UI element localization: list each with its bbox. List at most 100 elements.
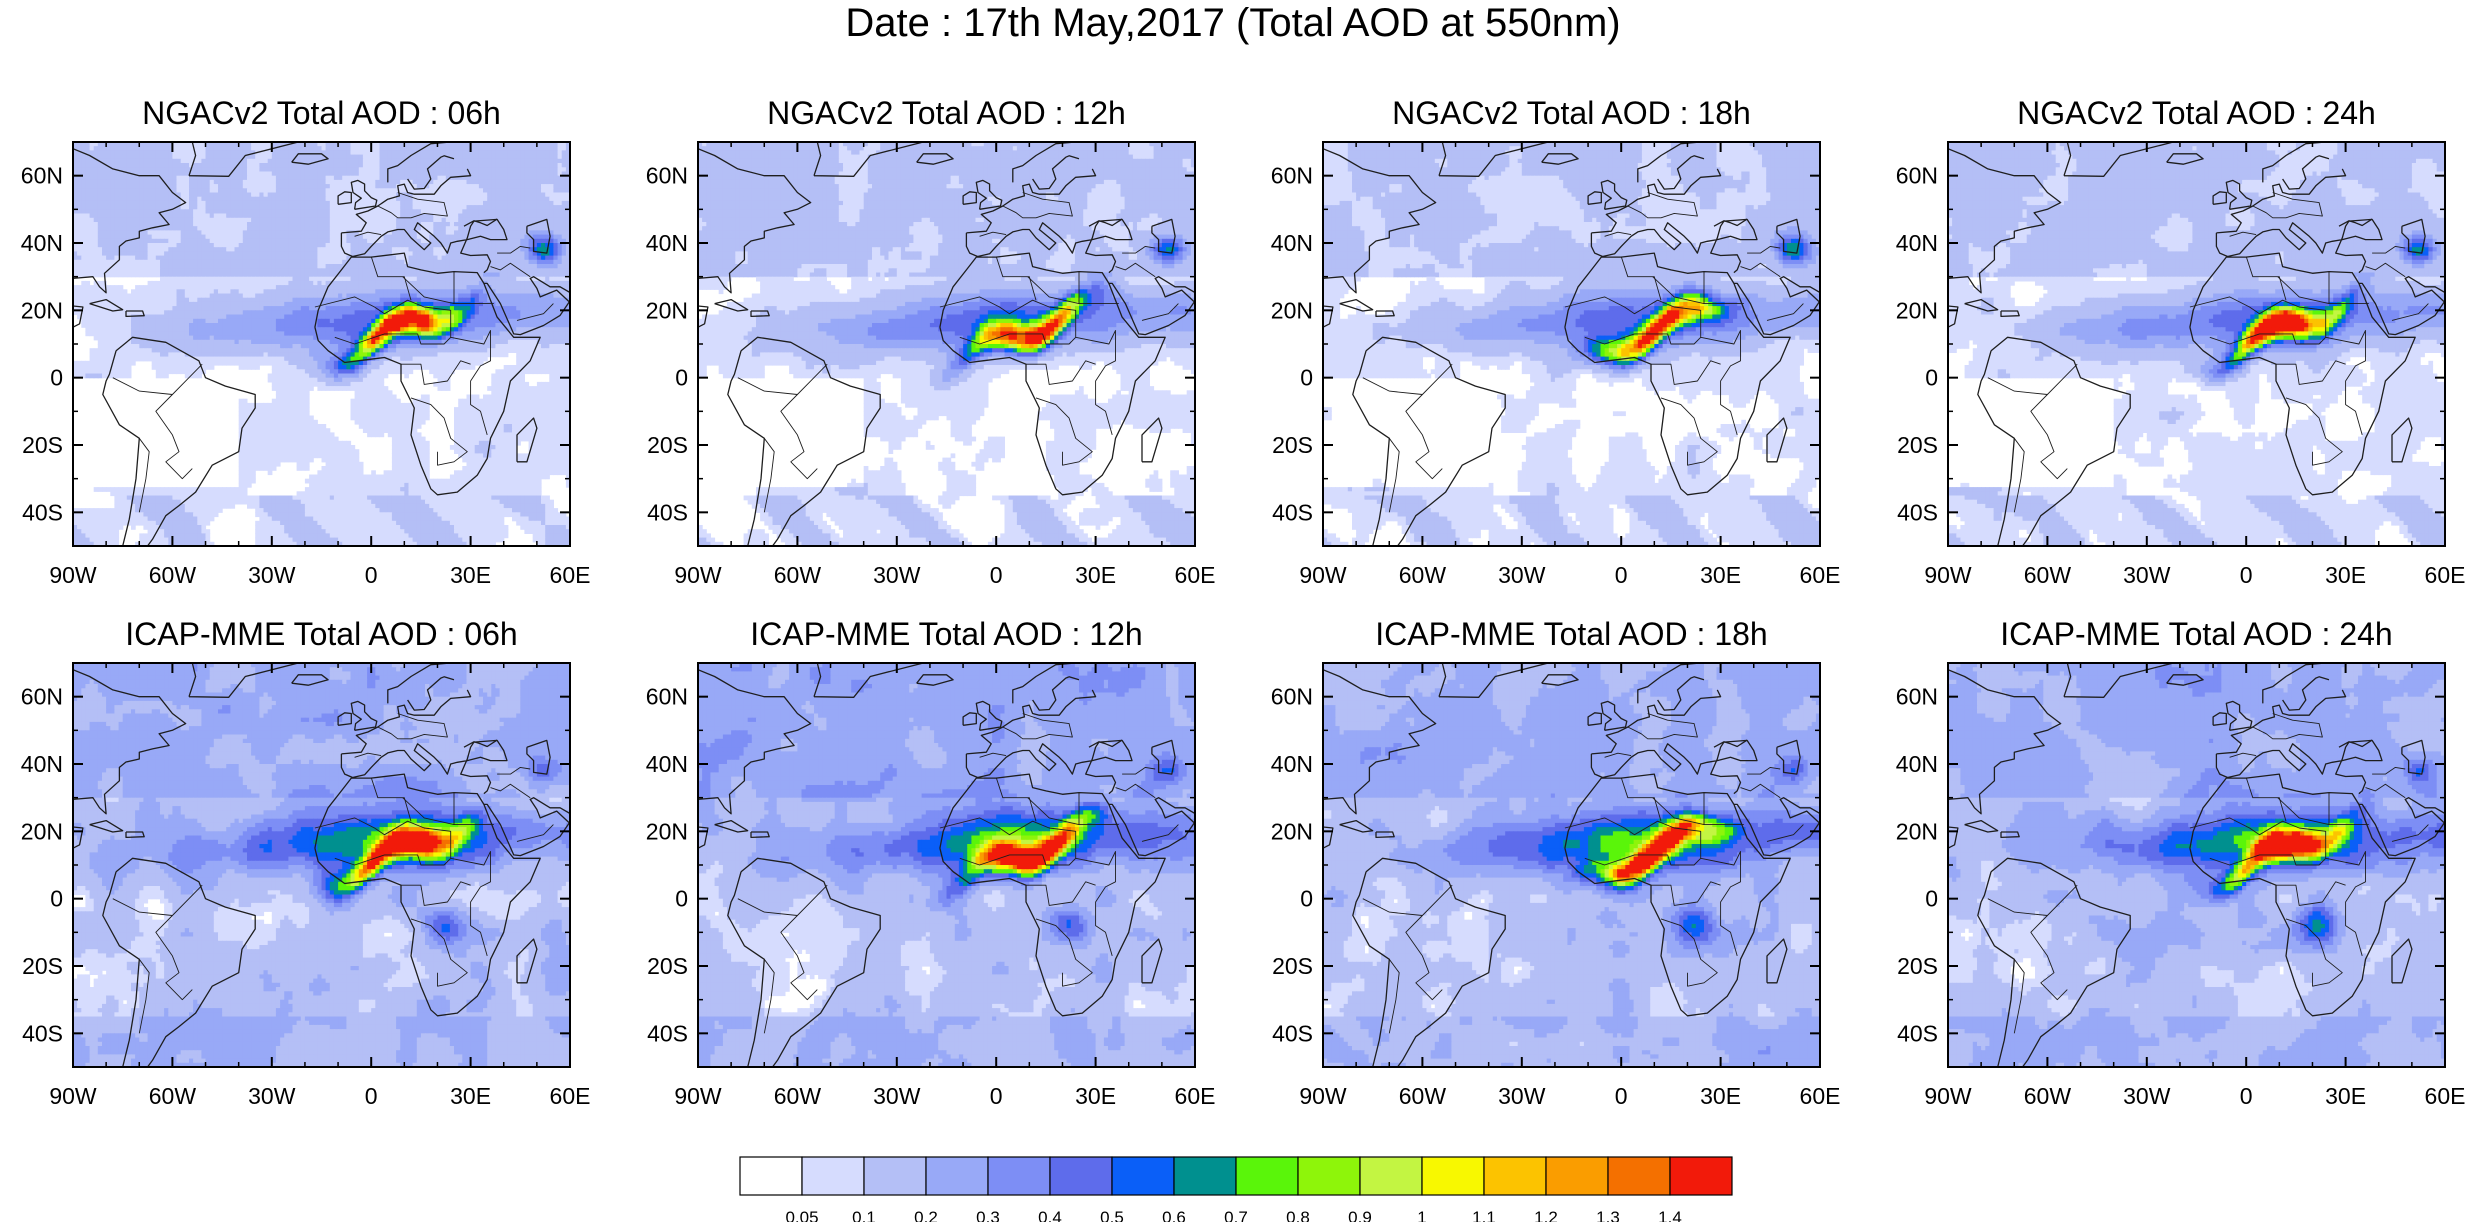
aod-cell — [458, 294, 463, 299]
aod-cell — [458, 205, 463, 210]
aod-cell — [512, 197, 517, 202]
aod-cell — [272, 193, 277, 198]
aod-cell — [148, 184, 153, 189]
aod-cell — [495, 226, 500, 231]
aod-cell — [479, 150, 484, 155]
aod-cell — [371, 167, 376, 172]
aod-cell — [305, 150, 310, 155]
aod-cell — [483, 315, 488, 320]
aod-cell — [380, 163, 385, 168]
aod-cell — [529, 184, 534, 189]
aod-cell — [259, 193, 264, 198]
aod-cell — [214, 285, 219, 290]
aod-cell — [226, 260, 231, 265]
aod-cell — [114, 159, 119, 164]
aod-cell — [520, 201, 525, 206]
aod-cell — [222, 155, 227, 160]
aod-cell — [264, 222, 269, 227]
aod-cell — [218, 230, 223, 235]
aod-cell — [338, 209, 343, 214]
aod-cell — [479, 226, 484, 231]
aod-cell — [222, 264, 227, 269]
aod-cell — [504, 306, 509, 311]
aod-cell — [454, 281, 459, 286]
aod-cell — [529, 214, 534, 219]
aod-cell — [330, 294, 335, 299]
aod-cell — [235, 298, 240, 303]
aod-cell — [264, 285, 269, 290]
aod-cell — [185, 209, 190, 214]
aod-cell — [189, 150, 194, 155]
aod-cell — [81, 163, 86, 168]
aod-cell — [297, 306, 302, 311]
aod-cell — [326, 277, 331, 282]
aod-cell — [322, 285, 327, 290]
aod-cell — [119, 222, 124, 227]
aod-cell — [214, 209, 219, 214]
aod-cell — [512, 235, 517, 240]
aod-cell — [185, 243, 190, 248]
aod-cell — [251, 214, 256, 219]
aod-cell — [351, 163, 356, 168]
aod-cell — [197, 302, 202, 307]
aod-cell — [562, 235, 567, 240]
aod-cell — [114, 273, 119, 278]
aod-cell — [384, 264, 389, 269]
aod-cell — [280, 205, 285, 210]
aod-cell — [491, 205, 496, 210]
aod-cell — [558, 226, 563, 231]
aod-cell — [81, 294, 86, 299]
aod-cell — [491, 197, 496, 202]
aod-cell — [425, 205, 430, 210]
aod-cell — [81, 235, 86, 240]
aod-cell — [516, 230, 521, 235]
aod-cell — [417, 180, 422, 185]
aod-cell — [226, 159, 231, 164]
aod-cell — [471, 239, 476, 244]
aod-cell — [367, 294, 372, 299]
aod-cell — [367, 226, 372, 231]
aod-cell — [384, 285, 389, 290]
aod-cell — [222, 146, 227, 151]
aod-cell — [106, 315, 111, 320]
aod-cell — [346, 243, 351, 248]
aod-cell — [355, 167, 360, 172]
aod-cell — [197, 205, 202, 210]
aod-cell — [495, 155, 500, 160]
aod-cell — [529, 176, 534, 181]
aod-cell — [305, 214, 310, 219]
aod-cell — [326, 310, 331, 315]
aod-cell — [462, 256, 467, 261]
aod-cell — [438, 163, 443, 168]
aod-cell — [264, 281, 269, 286]
aod-cell — [508, 163, 513, 168]
aod-cell — [442, 193, 447, 198]
aod-cell — [392, 176, 397, 181]
aod-cell — [467, 188, 472, 193]
aod-cell — [77, 268, 82, 273]
aod-cell — [272, 230, 277, 235]
aod-cell — [545, 155, 550, 160]
aod-cell — [533, 306, 538, 311]
aod-cell — [562, 260, 567, 265]
aod-cell — [512, 201, 517, 206]
aod-cell — [85, 226, 90, 231]
aod-cell — [276, 289, 281, 294]
aod-cell — [396, 289, 401, 294]
aod-cell — [172, 268, 177, 273]
aod-cell — [239, 310, 244, 315]
aod-cell — [446, 294, 451, 299]
aod-cell — [562, 281, 567, 286]
aod-cell — [322, 201, 327, 206]
aod-cell — [338, 188, 343, 193]
aod-cell — [529, 163, 534, 168]
aod-cell — [127, 260, 132, 265]
aod-cell — [524, 289, 529, 294]
aod-cell — [210, 209, 215, 214]
aod-cell — [168, 172, 173, 177]
aod-cell — [421, 310, 426, 315]
aod-cell — [156, 251, 161, 256]
aod-cell — [247, 218, 252, 223]
aod-cell — [206, 247, 211, 252]
aod-cell — [363, 306, 368, 311]
